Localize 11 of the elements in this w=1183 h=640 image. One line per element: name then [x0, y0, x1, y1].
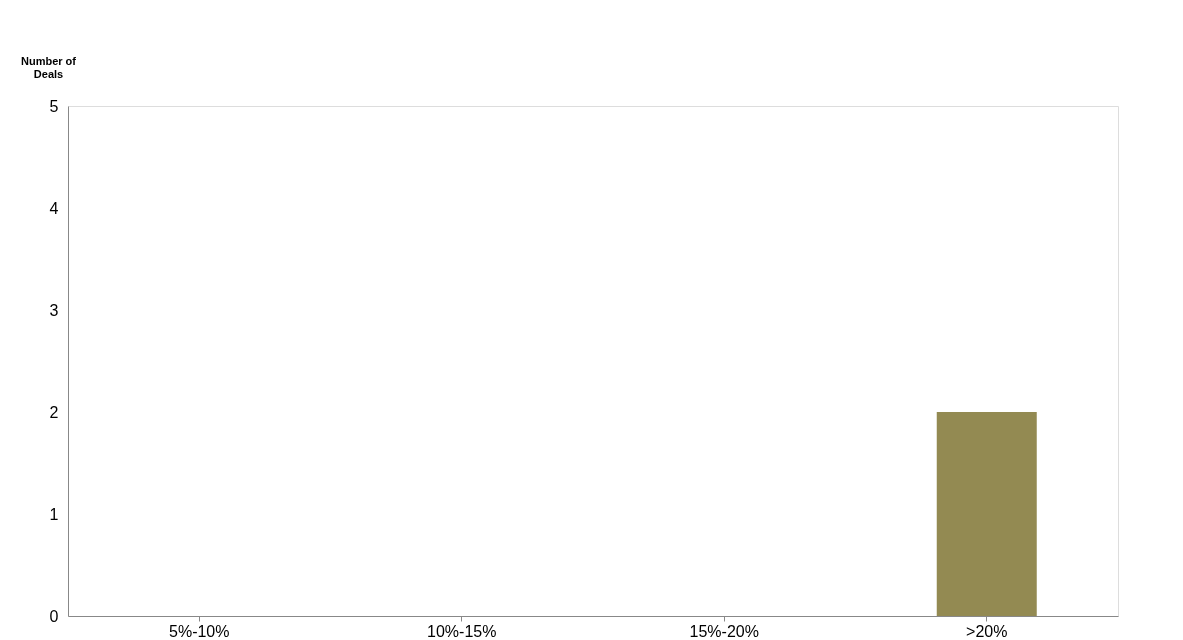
y-tick-label: 4 — [49, 199, 59, 217]
y-tick-label: 0 — [49, 607, 59, 625]
x-tick-label: 5%-10% — [169, 622, 230, 640]
y-tick-label: 2 — [49, 403, 59, 421]
x-tick-label: 15%-20% — [689, 622, 759, 640]
y-tick-label: 5 — [49, 97, 59, 115]
y-axis-title: Number of Deals — [21, 54, 77, 80]
x-tick-label: >20% — [966, 622, 1008, 640]
y-tick-label: 3 — [49, 301, 59, 319]
x-tick-label: 10%-15% — [427, 622, 497, 640]
y-tick-label: 1 — [49, 505, 59, 523]
